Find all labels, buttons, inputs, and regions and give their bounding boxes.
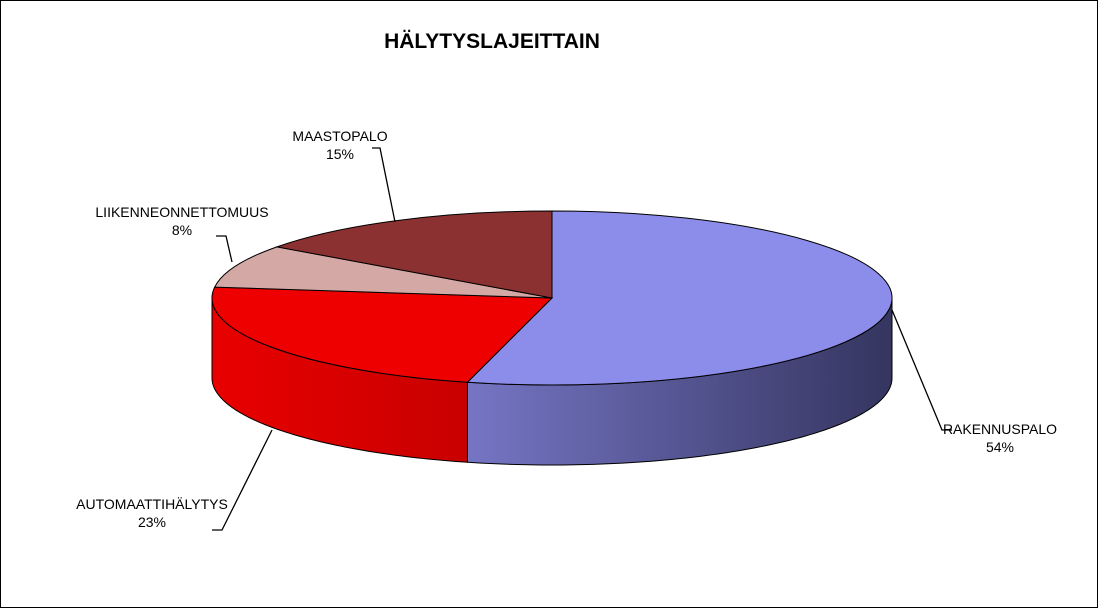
slice-label-name: RAKENNUSPALO (943, 421, 1057, 437)
leader-line-2 (216, 235, 233, 263)
pie-slice-maastopalo (275, 210, 553, 299)
chart-title: HÄLYTYSLAJEITTAIN (384, 30, 600, 53)
leader-line-0 (891, 309, 952, 431)
leader-line-3 (372, 147, 396, 223)
pie-slice-rakennuspalo (466, 210, 893, 386)
slice-label-percent: 15% (326, 146, 354, 162)
slice-label-name: LIIKENNEONNETTOMUUS (95, 204, 268, 220)
pie-slice-liikenneonnettomuus (213, 246, 553, 299)
slice-label-percent: 8% (172, 222, 192, 238)
slice-label-percent: 23% (138, 514, 166, 530)
pie-slice-automaattihälytys (211, 286, 554, 383)
slice-label-percent: 54% (986, 439, 1014, 455)
slice-label-name: AUTOMAATTIHÄLYTYS (76, 496, 228, 512)
slice-label-name: MAASTOPALO (292, 128, 387, 144)
leader-line-1 (212, 429, 273, 531)
